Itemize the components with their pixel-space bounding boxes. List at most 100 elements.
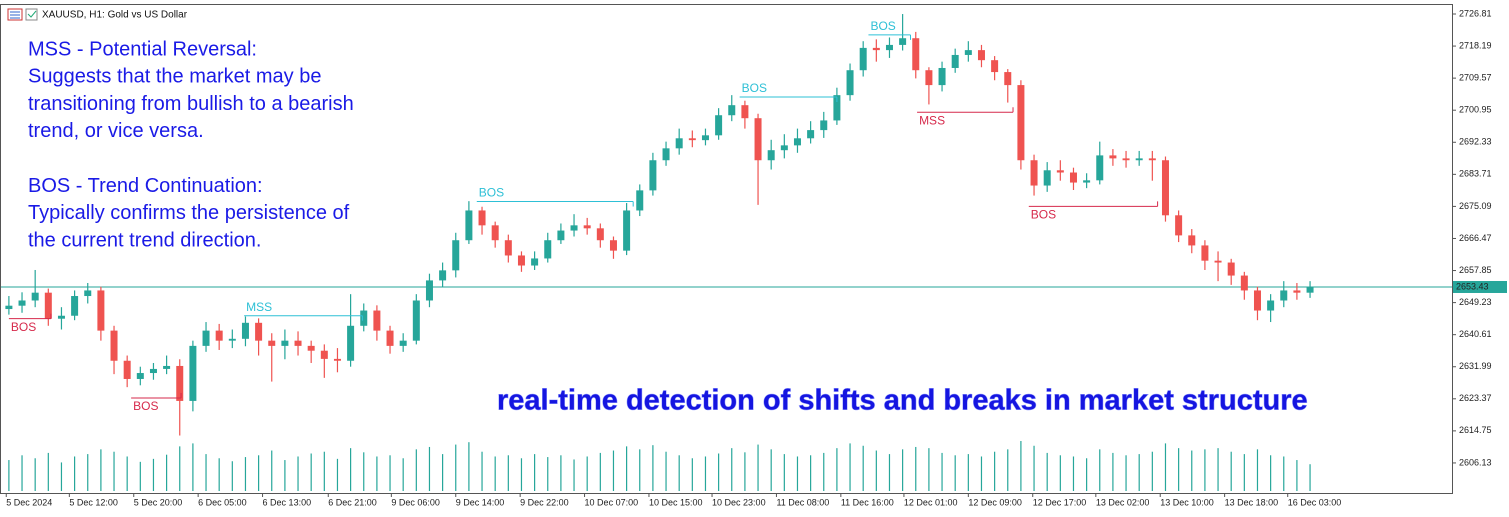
candle-body: [1227, 262, 1235, 276]
x-tick-label: 10 Dec 23:00: [712, 497, 766, 507]
candle-body: [255, 322, 263, 341]
candle-body: [649, 160, 657, 191]
candle-body: [609, 240, 617, 251]
candle-body: [373, 310, 381, 331]
structure-label: BOS: [870, 19, 895, 33]
candle-body: [281, 340, 289, 346]
y-tick-label: 2718.19: [1459, 40, 1492, 50]
candle-body: [662, 148, 670, 161]
candle-body: [623, 210, 631, 251]
x-tick-label: 6 Dec 21:00: [328, 497, 377, 507]
candle-body: [44, 292, 52, 319]
y-tick-label: 2709.57: [1459, 73, 1492, 83]
candle-body: [491, 225, 499, 241]
candle-body: [504, 240, 512, 256]
note-line: BOS - Trend Continuation:: [28, 175, 263, 197]
x-tick-label: 13 Dec 02:00: [1096, 497, 1150, 507]
candle-body: [31, 292, 39, 301]
candle-body: [570, 225, 578, 231]
candle-body: [1096, 155, 1104, 181]
structure-label: BOS: [1031, 208, 1056, 222]
x-tick-label: 12 Dec 17:00: [1033, 497, 1087, 507]
x-tick-label: 13 Dec 10:00: [1160, 497, 1214, 507]
candle-body: [833, 95, 841, 121]
y-tick-label: 2614.75: [1459, 425, 1492, 435]
candle-body: [675, 138, 683, 149]
structure-label: BOS: [133, 399, 158, 413]
structure-label: MSS: [246, 300, 272, 314]
candle-body: [991, 60, 999, 73]
candle-body: [544, 240, 552, 259]
candle-body: [333, 358, 341, 361]
candle-body: [964, 50, 972, 55]
candle-body: [872, 47, 880, 51]
candle-body: [767, 150, 775, 161]
candle-body: [425, 280, 433, 301]
candle-body: [5, 305, 13, 310]
candle-body: [557, 230, 565, 241]
candle-body: [228, 338, 236, 341]
note-line: Typically confirms the persistence of: [28, 202, 350, 224]
candle-body: [123, 360, 131, 379]
candle-body: [531, 258, 539, 266]
candle-body: [347, 325, 355, 361]
candle-body: [1267, 300, 1275, 311]
candle-body: [1253, 290, 1261, 311]
structure-label: BOS: [742, 81, 767, 95]
candle-body: [793, 138, 801, 146]
structure-label: MSS: [919, 113, 945, 127]
candle-body: [1043, 170, 1051, 186]
y-tick-label: 2700.95: [1459, 105, 1492, 115]
candle-body: [1188, 235, 1196, 246]
structure-label: BOS: [11, 320, 36, 334]
note-line: the current trend direction.: [28, 229, 261, 251]
candle-body: [636, 190, 644, 211]
candle-body: [84, 290, 92, 297]
plot-frame: [0, 4, 1453, 494]
x-tick-label: 9 Dec 14:00: [456, 497, 505, 507]
y-tick-label: 2649.23: [1459, 297, 1492, 307]
candle-body: [465, 210, 473, 241]
candle-body: [715, 115, 723, 136]
candle-body: [912, 38, 920, 71]
candle-body: [741, 105, 749, 119]
x-tick-label: 9 Dec 06:00: [391, 497, 440, 507]
candle-body: [241, 322, 249, 339]
last-price-label: 2653.43: [1456, 281, 1489, 291]
candle-body: [202, 330, 210, 346]
candle-body: [1083, 180, 1091, 183]
candle-body: [1135, 158, 1143, 161]
candle-body: [728, 105, 736, 116]
x-tick-label: 6 Dec 13:00: [263, 497, 312, 507]
y-tick-label: 2666.47: [1459, 233, 1492, 243]
x-tick-label: 10 Dec 15:00: [649, 497, 703, 507]
candle-body: [951, 54, 959, 68]
y-tick-label: 2623.37: [1459, 393, 1492, 403]
candle-body: [885, 44, 893, 51]
candle-body: [977, 50, 985, 61]
x-tick-label: 12 Dec 09:00: [968, 497, 1022, 507]
candle-body: [1030, 160, 1038, 186]
candle-body: [307, 345, 315, 351]
candle-body: [1056, 170, 1064, 173]
candle-body: [176, 365, 184, 401]
candle-body: [18, 300, 26, 306]
x-tick-label: 12 Dec 01:00: [904, 497, 958, 507]
header: XAUUSD, H1: Gold vs US Dollar: [42, 10, 188, 21]
candle-body: [517, 255, 525, 266]
candle-body: [1306, 286, 1314, 293]
symbol-icon: [7, 8, 38, 21]
candle-body: [688, 138, 696, 141]
candle-body: [1293, 290, 1301, 293]
candle-body: [1201, 245, 1209, 261]
y-tick-label: 2726.81: [1459, 8, 1492, 18]
candle-body: [478, 210, 486, 226]
candle-body: [360, 310, 368, 326]
x-tick-label: 11 Dec 16:00: [841, 497, 894, 507]
candle-body: [136, 373, 144, 379]
candle-body: [596, 228, 604, 241]
y-tick-label: 2683.71: [1459, 169, 1492, 179]
candle-body: [583, 225, 591, 229]
caption: real-time detection of shifts and breaks…: [497, 385, 1308, 417]
